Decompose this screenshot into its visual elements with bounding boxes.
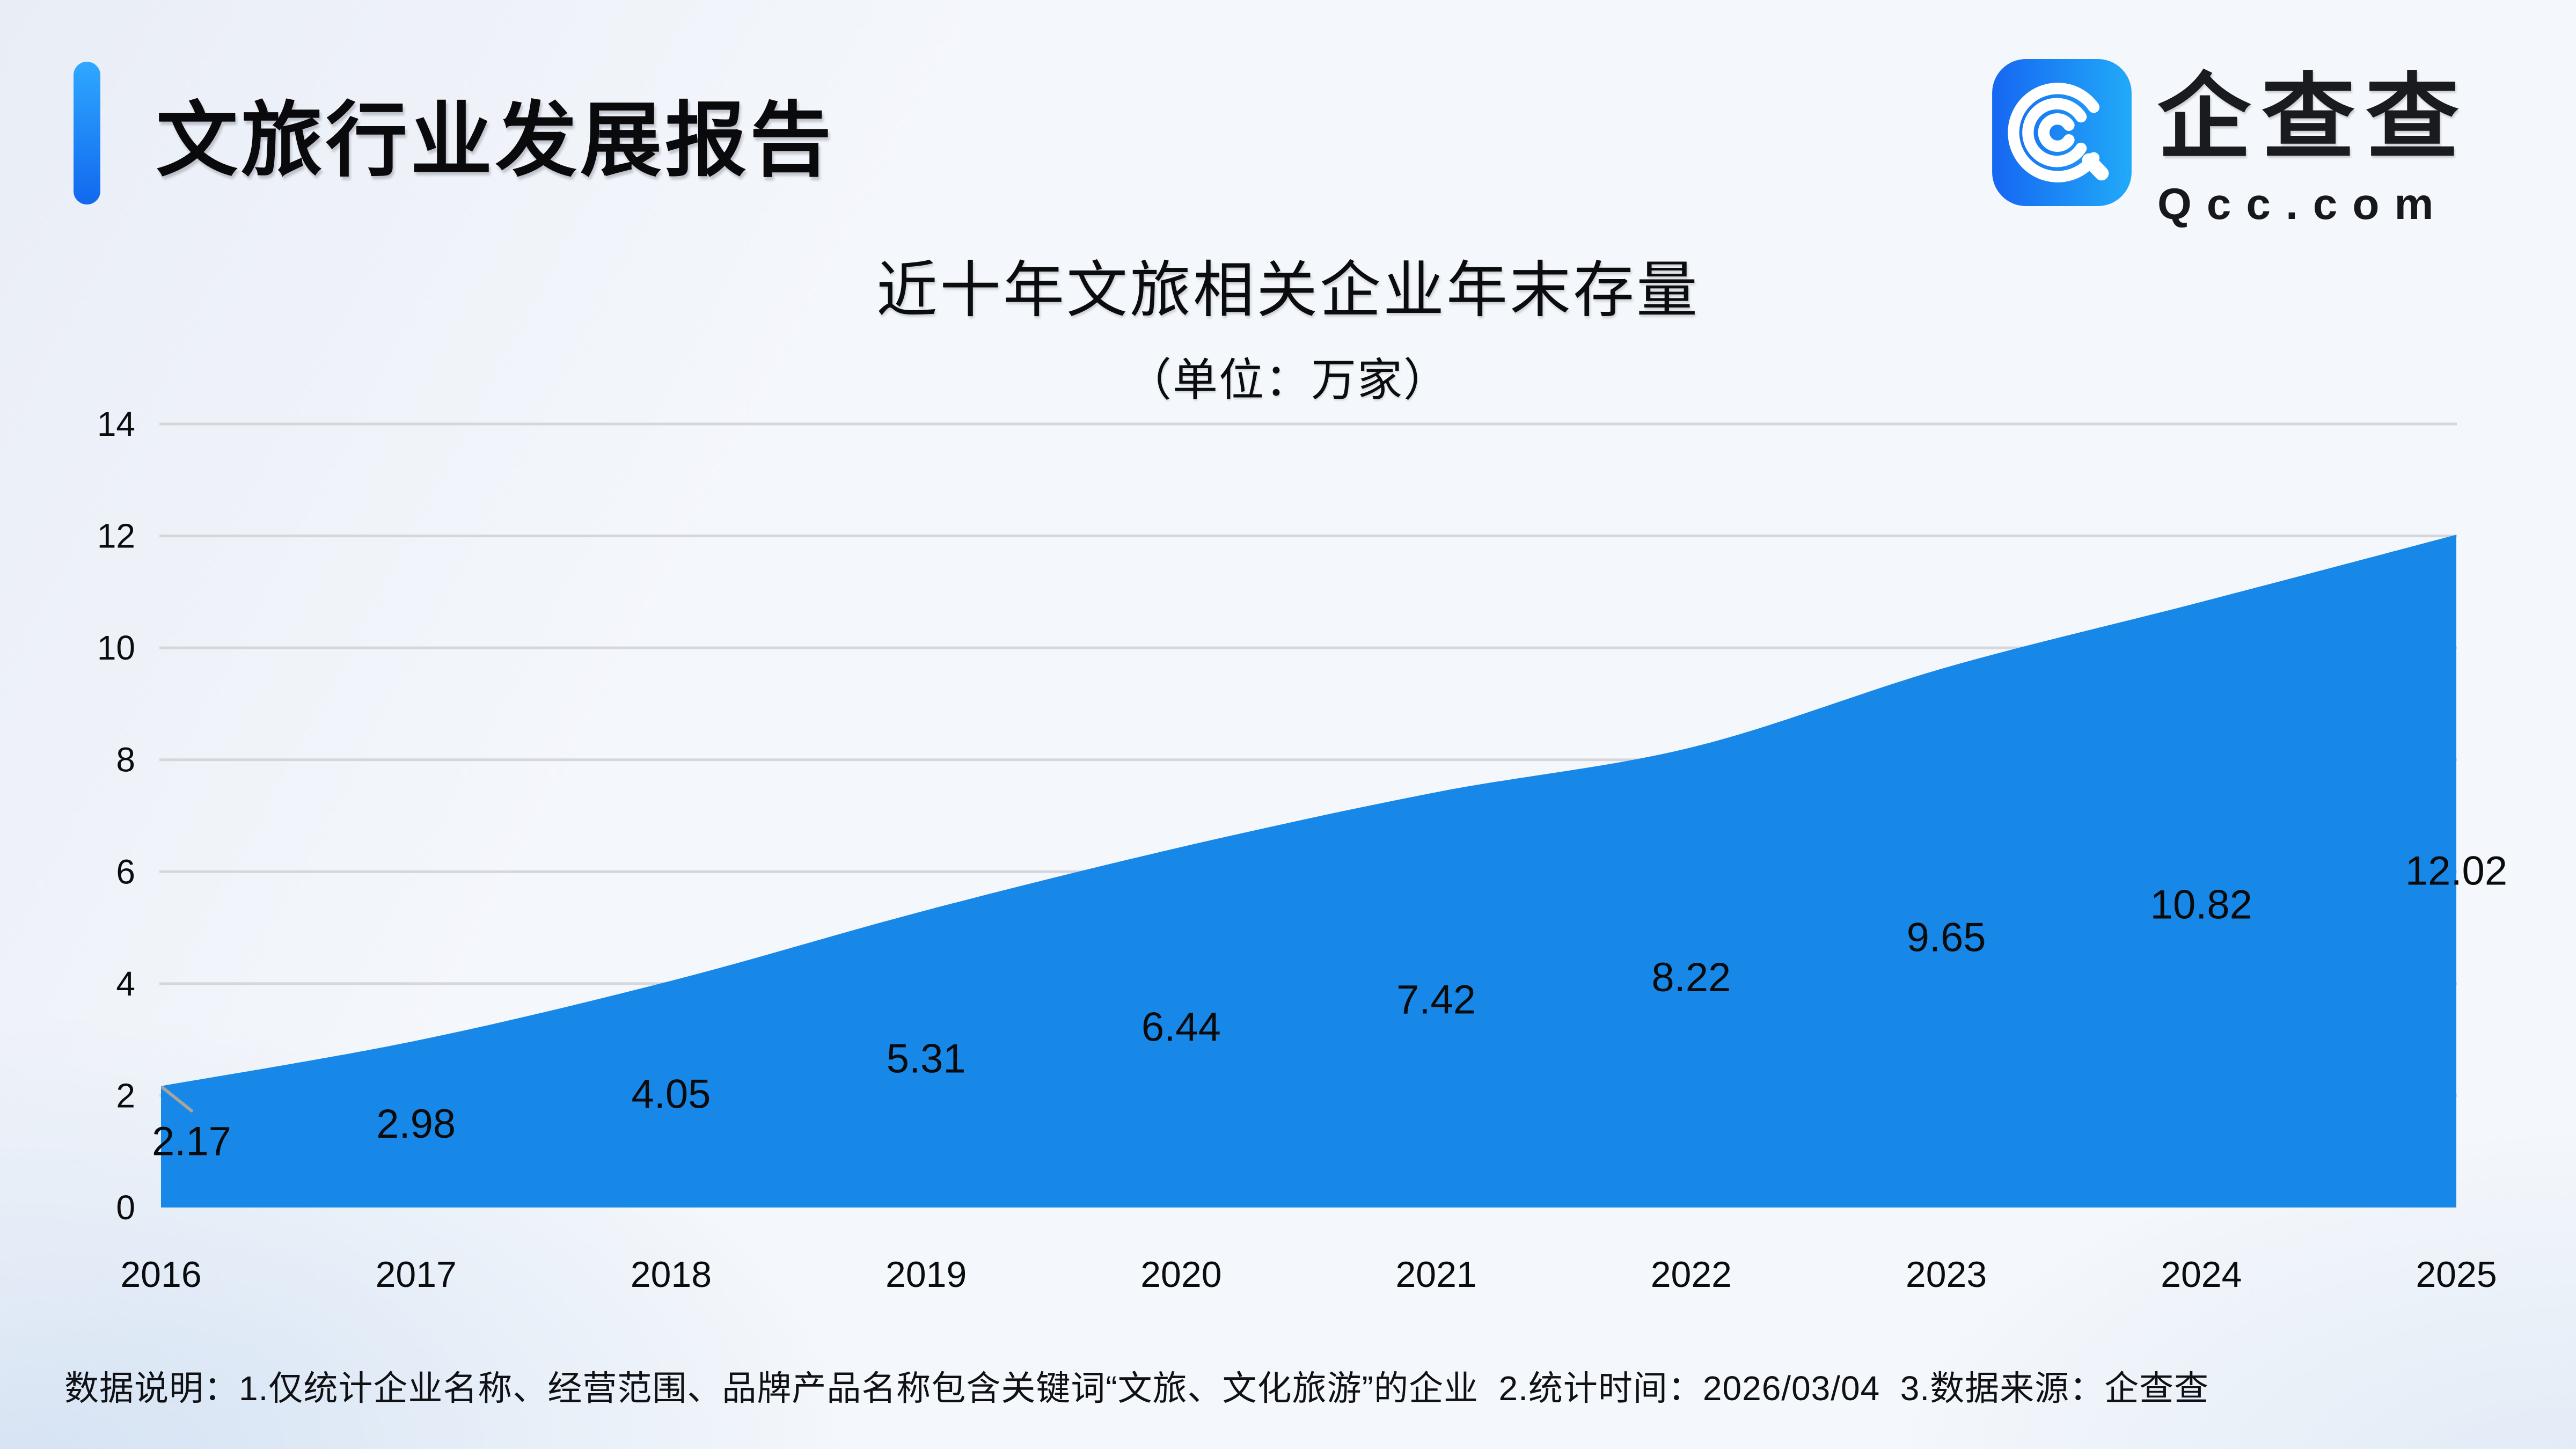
x-tick-label: 2020 xyxy=(1140,1254,1221,1295)
chart-title: 近十年文旅相关企业年末存量 xyxy=(876,257,1700,325)
qcc-logo-icon xyxy=(1992,59,2132,206)
x-tick-label: 2024 xyxy=(2161,1254,2242,1295)
data-label: 6.44 xyxy=(1141,1005,1221,1050)
y-tick-label: 8 xyxy=(116,741,135,779)
data-label: 12.02 xyxy=(2405,848,2507,894)
y-tick-label: 6 xyxy=(116,852,135,891)
x-tick-label: 2017 xyxy=(376,1254,457,1295)
chart-unit-subtitle: （单位：万家） xyxy=(1126,355,1450,405)
data-label: 2.17 xyxy=(152,1118,231,1164)
x-tick-label: 2016 xyxy=(120,1254,201,1295)
data-note: 数据说明：1.仅统计企业名称、经营范围、品牌产品名称包含关键词“文旅、文化旅游”… xyxy=(64,1369,2209,1408)
data-label: 10.82 xyxy=(2150,882,2252,927)
data-label: 2.98 xyxy=(376,1101,456,1147)
y-tick-label: 14 xyxy=(97,405,135,443)
area-series xyxy=(161,535,2456,1208)
chart-title-block: 近十年文旅相关企业年末存量 （单位：万家） xyxy=(0,240,2576,409)
data-label: 8.22 xyxy=(1651,955,1731,1000)
data-label: 5.31 xyxy=(887,1036,966,1082)
x-tick-label: 2019 xyxy=(885,1254,967,1295)
x-tick-label: 2023 xyxy=(1906,1254,1987,1295)
x-tick-label: 2022 xyxy=(1651,1254,1732,1295)
report-title: 文旅行业发展报告 xyxy=(156,95,835,186)
y-tick-label: 2 xyxy=(116,1076,135,1115)
report-header: 文旅行业发展报告 xyxy=(74,61,835,206)
logo-spiral-q xyxy=(2008,83,2109,182)
y-tick-label: 10 xyxy=(97,628,135,667)
logo-name-cn: 企查查 xyxy=(2157,65,2470,170)
title-accent-bar xyxy=(74,62,100,204)
y-tick-label: 12 xyxy=(97,517,135,555)
y-tick-label: 4 xyxy=(116,964,135,1003)
logo-domain: Qcc.com xyxy=(2157,179,2449,229)
logo-text: 企查查 Qcc.com xyxy=(2157,59,2470,230)
data-label: 9.65 xyxy=(1907,914,1986,960)
x-tick-label: 2018 xyxy=(631,1254,712,1295)
y-tick-label: 0 xyxy=(116,1188,135,1227)
leader-line xyxy=(161,1086,193,1113)
x-tick-label: 2025 xyxy=(2416,1254,2497,1295)
data-label: 7.42 xyxy=(1396,977,1476,1023)
data-label: 4.05 xyxy=(631,1071,711,1117)
qcc-logo: 企查查 Qcc.com xyxy=(1992,59,2470,230)
x-tick-label: 2021 xyxy=(1395,1254,1476,1295)
